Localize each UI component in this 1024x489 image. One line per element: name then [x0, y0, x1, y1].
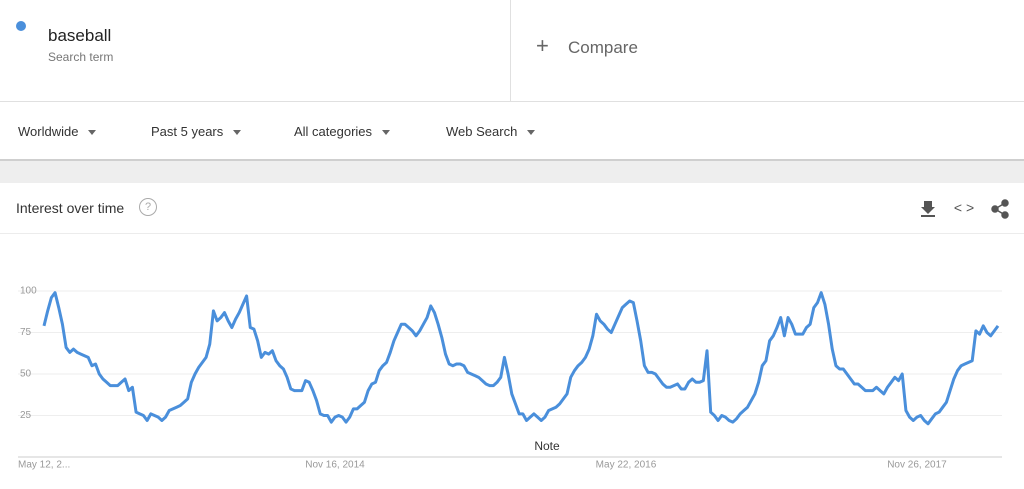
- search-term[interactable]: baseball: [48, 26, 112, 45]
- filter-bar: Worldwide Past 5 years All categories We…: [0, 102, 1024, 161]
- note-label: Note: [534, 439, 560, 453]
- help-icon[interactable]: ?: [139, 198, 157, 216]
- share-icon[interactable]: [991, 199, 1009, 219]
- x-tick-label: Nov 26, 2017: [887, 460, 947, 471]
- y-tick-label: 50: [20, 369, 32, 380]
- filter-dropdown[interactable]: Past 5 years: [151, 124, 241, 139]
- search-header: baseball Search term + Compare: [0, 0, 1024, 102]
- divider: [510, 0, 511, 101]
- x-tick-label: Nov 16, 2014: [305, 460, 365, 471]
- y-tick-label: 75: [20, 327, 32, 338]
- filter-dropdown[interactable]: Worldwide: [18, 124, 96, 139]
- compare-button[interactable]: Compare: [568, 38, 638, 57]
- filter-dropdown[interactable]: Web Search: [446, 124, 535, 139]
- search-subtitle: Search term: [48, 50, 114, 64]
- filter-dropdown[interactable]: All categories: [294, 124, 390, 139]
- y-tick-label: 25: [20, 410, 32, 421]
- card-title: Interest over time: [16, 200, 125, 216]
- series-line: [42, 291, 1000, 426]
- divider: [0, 233, 1024, 234]
- y-tick-label: 100: [20, 286, 37, 297]
- x-tick-label: May 22, 2016: [596, 460, 657, 471]
- separator-band: [0, 161, 1024, 183]
- embed-icon[interactable]: < >: [954, 200, 974, 216]
- plus-icon[interactable]: +: [536, 33, 549, 58]
- series-dot: [16, 21, 26, 31]
- download-icon[interactable]: [921, 201, 935, 217]
- x-tick-label: May 12, 2...: [18, 460, 70, 471]
